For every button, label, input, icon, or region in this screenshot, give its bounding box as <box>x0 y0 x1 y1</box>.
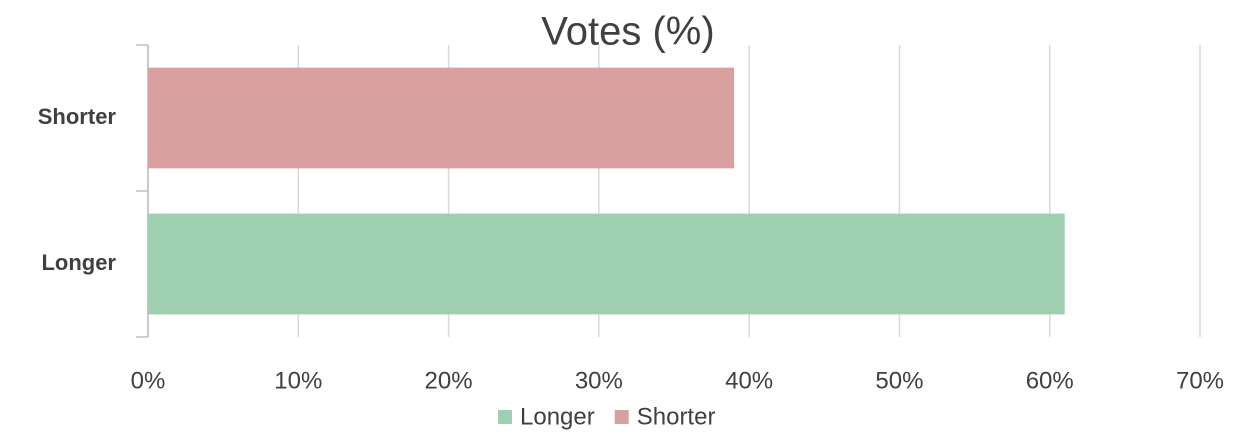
legend-swatch <box>614 410 629 424</box>
x-tick-label: 10% <box>274 367 322 394</box>
legend-label: Longer <box>520 403 595 430</box>
x-tick-label: 50% <box>875 367 923 394</box>
bar <box>148 213 1065 315</box>
x-tick-label: 20% <box>425 367 473 394</box>
x-tick-label: 40% <box>725 367 773 394</box>
legend-label: Shorter <box>637 403 716 430</box>
bar <box>148 67 735 169</box>
y-tick-label: Longer <box>41 250 116 275</box>
x-tick-label: 0% <box>131 367 166 394</box>
legend-swatch <box>498 410 512 424</box>
chart-title: Votes (%) <box>541 10 714 54</box>
x-tick-label: 60% <box>1026 367 1074 394</box>
y-tick-label: Shorter <box>38 104 117 129</box>
x-tick-label: 70% <box>1176 367 1224 394</box>
x-tick-label: 30% <box>575 367 623 394</box>
